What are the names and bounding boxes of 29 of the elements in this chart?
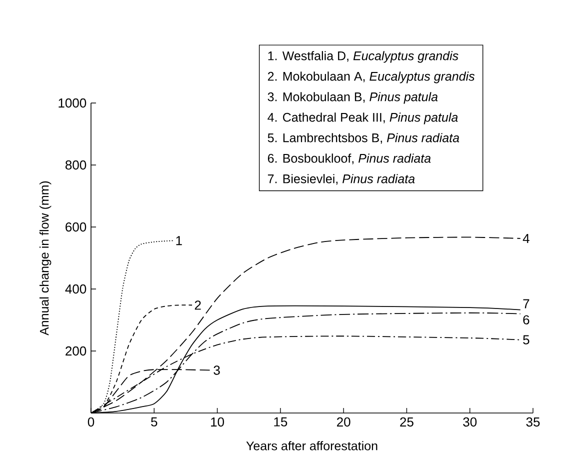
- y-tick-label: 400: [65, 284, 86, 294]
- text: 1. Westfalia D, Eucalyptus grandis: [268, 51, 458, 63]
- y-tick-label: 200: [66, 346, 86, 356]
- series-label: 2: [194, 300, 201, 310]
- series-label: 6: [523, 315, 530, 324]
- x-tick-label: 20: [337, 417, 350, 427]
- series-label: 4: [522, 234, 530, 243]
- y-tick-label: 1000: [58, 98, 86, 108]
- annotation: 7. Biesievlei, Pinus radiata: [268, 174, 415, 185]
- annotation: 5. Lambrechtsbos B, Pinus radiata: [268, 133, 460, 144]
- series-label: 1: [176, 236, 182, 246]
- series-label: 5: [523, 335, 530, 344]
- series-label: 7: [523, 299, 530, 308]
- x-tick-label: 15: [274, 417, 288, 426]
- x-tick-label: 10: [211, 417, 224, 427]
- x-tick-label: 35: [526, 417, 540, 427]
- x-tick-label: 25: [400, 417, 414, 427]
- text: 2. Mokobulaan A, Eucalyptus grandis: [268, 72, 475, 84]
- series-label: 3: [214, 366, 220, 375]
- y-axis-title: Annual change in flow (mm): [40, 181, 52, 336]
- x-tick-label: 30: [463, 417, 477, 427]
- x-tick-label: 0: [88, 417, 94, 427]
- annotation: 4. Cathedral Peak III, Pinus patula: [268, 112, 458, 124]
- x-axis-title: Years after afforestation: [246, 441, 378, 450]
- annotation: 3. Mokobulaan B, Pinus patula: [268, 92, 438, 104]
- y-tick-label: 800: [66, 160, 86, 170]
- annotation: 6. Bosboukloof, Pinus radiata: [268, 154, 431, 164]
- x-tick-label: 5: [151, 417, 158, 426]
- y-tick-label: 600: [66, 222, 86, 232]
